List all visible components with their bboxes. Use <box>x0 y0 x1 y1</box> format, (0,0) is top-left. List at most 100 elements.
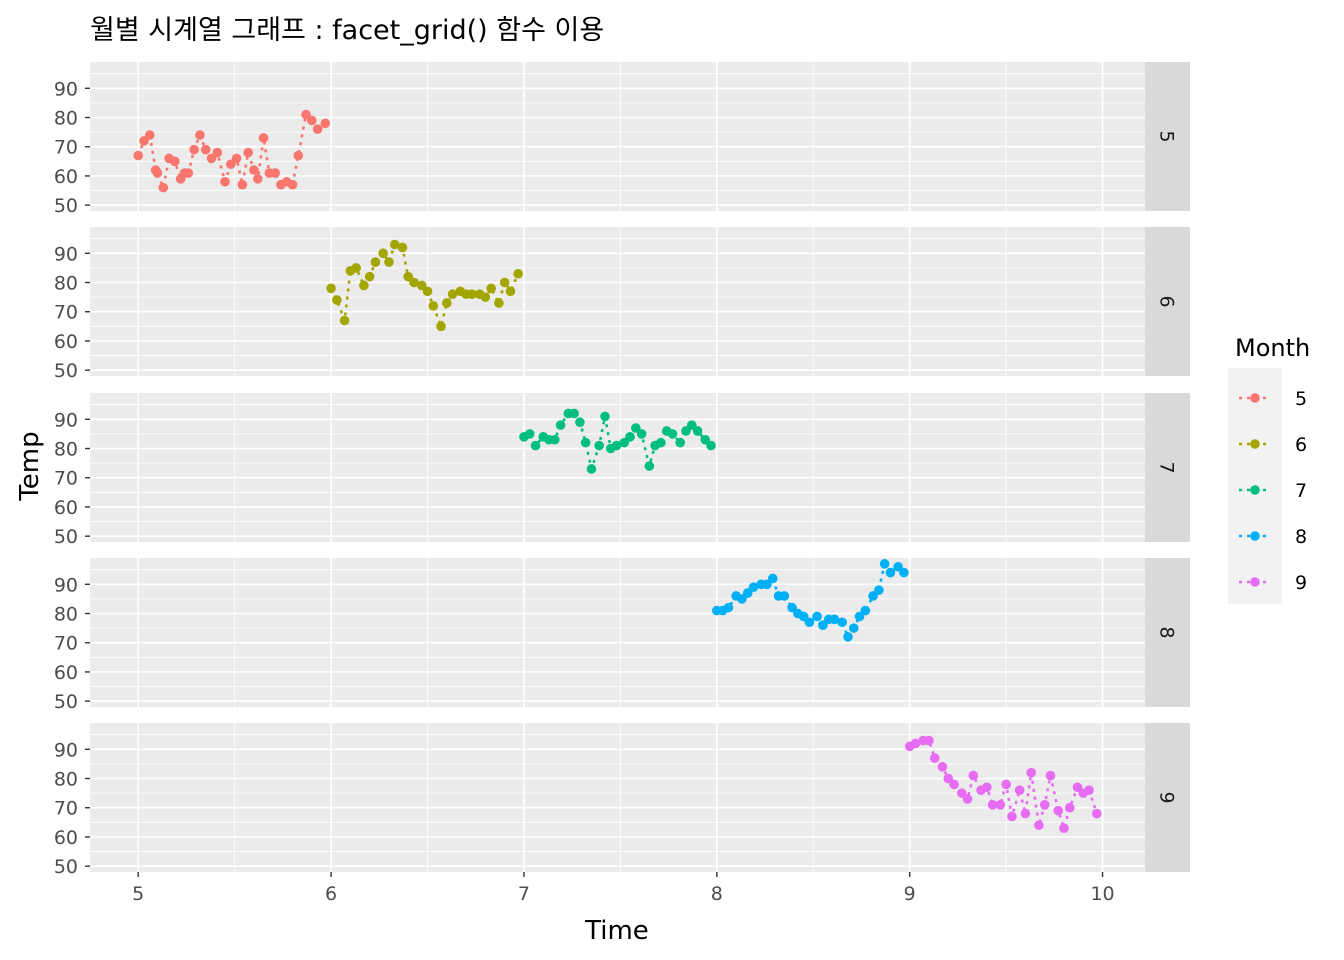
data-point <box>748 582 759 593</box>
data-point <box>924 735 934 746</box>
y-tick-label: 50 <box>54 195 78 217</box>
series-line-5 <box>136 111 327 193</box>
y-tick-label: 50 <box>54 526 78 548</box>
data-point <box>937 762 948 772</box>
data-point <box>486 283 496 294</box>
data-point <box>206 153 217 164</box>
data-point <box>982 782 992 793</box>
y-tick-label: 80 <box>54 439 78 461</box>
data-point <box>530 440 541 451</box>
data-point <box>1064 802 1075 813</box>
data-point <box>1053 805 1064 816</box>
data-point <box>956 788 967 798</box>
data-point <box>249 165 259 175</box>
facet-strip <box>1145 723 1190 872</box>
data-point <box>686 420 697 430</box>
data-point <box>301 109 311 120</box>
legend-item-5: 5 <box>1239 388 1307 410</box>
y-tick-label: 60 <box>54 166 78 188</box>
data-point <box>442 298 452 308</box>
y-tick-label: 50 <box>54 360 78 382</box>
data-point <box>879 559 890 569</box>
data-point <box>189 144 199 155</box>
data-point <box>332 295 342 305</box>
x-tick-label: 9 <box>904 883 916 905</box>
y-tick-label: 70 <box>54 798 78 820</box>
facet-strip <box>1145 393 1190 542</box>
data-point <box>312 124 323 134</box>
data-point <box>170 156 180 167</box>
panel-background <box>90 62 1145 211</box>
data-point <box>611 440 622 451</box>
y-tick-label: 90 <box>54 739 78 761</box>
data-point <box>384 257 394 267</box>
data-point <box>812 611 822 622</box>
data-point <box>1084 785 1094 795</box>
y-tick-label: 90 <box>54 78 78 100</box>
data-point <box>1026 767 1037 778</box>
data-point <box>1001 779 1011 790</box>
data-point <box>798 611 809 622</box>
facet-strip-label: 9 <box>1156 791 1178 803</box>
data-point <box>1007 811 1017 822</box>
data-point <box>370 257 381 267</box>
data-point <box>416 280 427 291</box>
data-point <box>949 779 959 790</box>
data-point <box>569 408 579 419</box>
legend-key-point <box>1250 485 1260 495</box>
data-point <box>675 437 685 448</box>
data-point <box>220 176 230 187</box>
data-point <box>625 432 635 442</box>
legend-key-point <box>1250 393 1260 403</box>
legend-key-point <box>1250 531 1260 541</box>
data-point <box>594 440 604 451</box>
y-tick-label: 50 <box>54 856 78 878</box>
data-point <box>580 437 591 448</box>
facet-strip-label: 6 <box>1156 295 1178 307</box>
data-point <box>428 301 439 311</box>
y-tick-label: 90 <box>54 409 78 431</box>
data-point <box>480 292 491 302</box>
data-point <box>667 429 678 439</box>
data-point <box>899 567 909 578</box>
legend-key-point <box>1250 439 1260 449</box>
data-point <box>183 168 194 178</box>
data-point <box>513 268 523 279</box>
data-point <box>550 434 560 445</box>
data-point <box>287 179 298 190</box>
legend-label: 6 <box>1295 434 1307 456</box>
facet-panel-5: 50 60 70 80 90 5 <box>54 62 1190 217</box>
data-point <box>644 461 655 471</box>
y-tick-label: 60 <box>54 331 78 353</box>
data-point <box>422 286 433 297</box>
facet-strip-label: 5 <box>1156 130 1178 142</box>
data-point <box>351 263 361 273</box>
y-tick-label: 90 <box>54 574 78 596</box>
legend-label: 9 <box>1295 572 1307 594</box>
x-tick-label: 7 <box>518 883 530 905</box>
data-point <box>467 289 477 299</box>
y-tick-label: 80 <box>54 604 78 626</box>
data-point <box>524 429 535 439</box>
y-tick-label: 70 <box>54 468 78 490</box>
y-tick-label: 80 <box>54 108 78 130</box>
data-point <box>575 417 585 428</box>
data-point <box>243 147 253 158</box>
data-point <box>767 573 778 584</box>
data-point <box>723 602 734 613</box>
data-point <box>631 423 641 433</box>
data-point <box>397 242 408 253</box>
data-point <box>843 632 853 642</box>
data-point <box>987 800 998 810</box>
data-point <box>409 277 419 288</box>
data-point <box>307 115 317 126</box>
y-tick-label: 70 <box>54 302 78 324</box>
facet-panel-6: 50 60 70 80 90 6 <box>54 227 1190 382</box>
data-point <box>359 280 369 291</box>
data-point <box>378 248 388 259</box>
facet-strip-label: 8 <box>1156 626 1178 638</box>
data-point <box>1014 785 1025 795</box>
data-point <box>700 434 711 445</box>
data-point <box>364 271 375 282</box>
data-point <box>1045 770 1056 781</box>
